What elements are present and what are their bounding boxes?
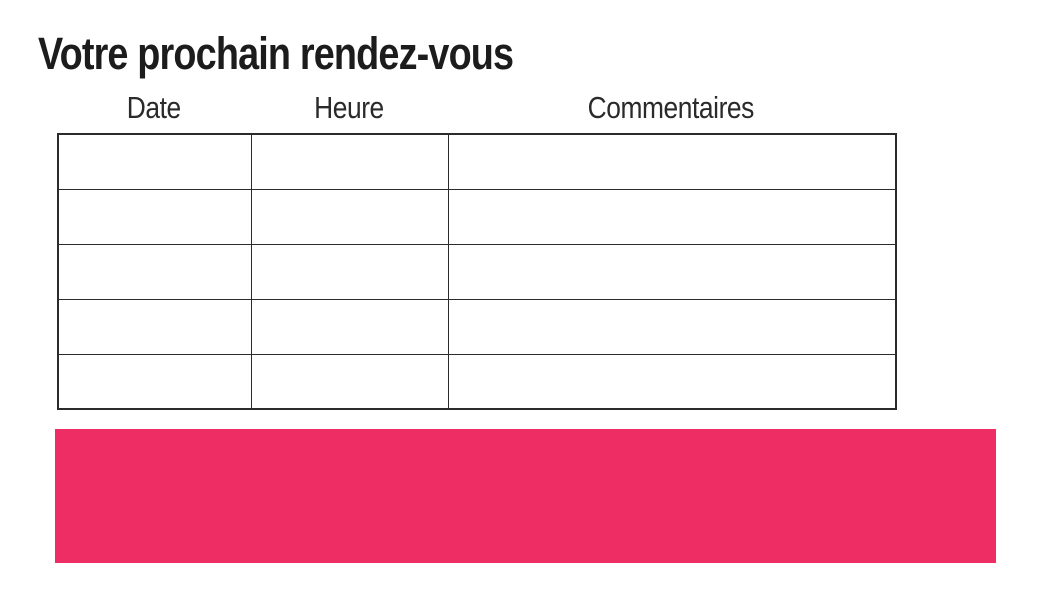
column-header-date: Date (57, 90, 250, 126)
page-title: Votre prochain rendez-vous (38, 28, 514, 79)
column-header-date-label: Date (126, 90, 181, 125)
table-cell (447, 188, 897, 245)
table-cell (57, 133, 252, 190)
column-header-commentaires-label: Commentaires (587, 90, 755, 125)
table-cell (447, 353, 897, 410)
table-cell (250, 133, 449, 190)
table-cell (447, 133, 897, 190)
table-row (57, 298, 897, 355)
column-header-heure: Heure (250, 90, 447, 126)
table-cell (447, 298, 897, 355)
table-cell (57, 298, 252, 355)
table-cell (250, 188, 449, 245)
column-header-commentaires: Commentaires (447, 90, 895, 126)
table-cell (250, 298, 449, 355)
table-cell (57, 188, 252, 245)
table-cell (250, 353, 449, 410)
table-cell (57, 243, 252, 300)
column-header-heure-label: Heure (313, 90, 384, 125)
pink-banner (55, 429, 996, 563)
table-row (57, 353, 897, 410)
table-cell (57, 353, 252, 410)
table-row (57, 243, 897, 300)
appointment-table (57, 133, 897, 410)
table-row (57, 188, 897, 245)
table-row (57, 133, 897, 190)
table-header-row: Date Heure Commentaires (57, 90, 895, 126)
table-cell (250, 243, 449, 300)
table-cell (447, 243, 897, 300)
